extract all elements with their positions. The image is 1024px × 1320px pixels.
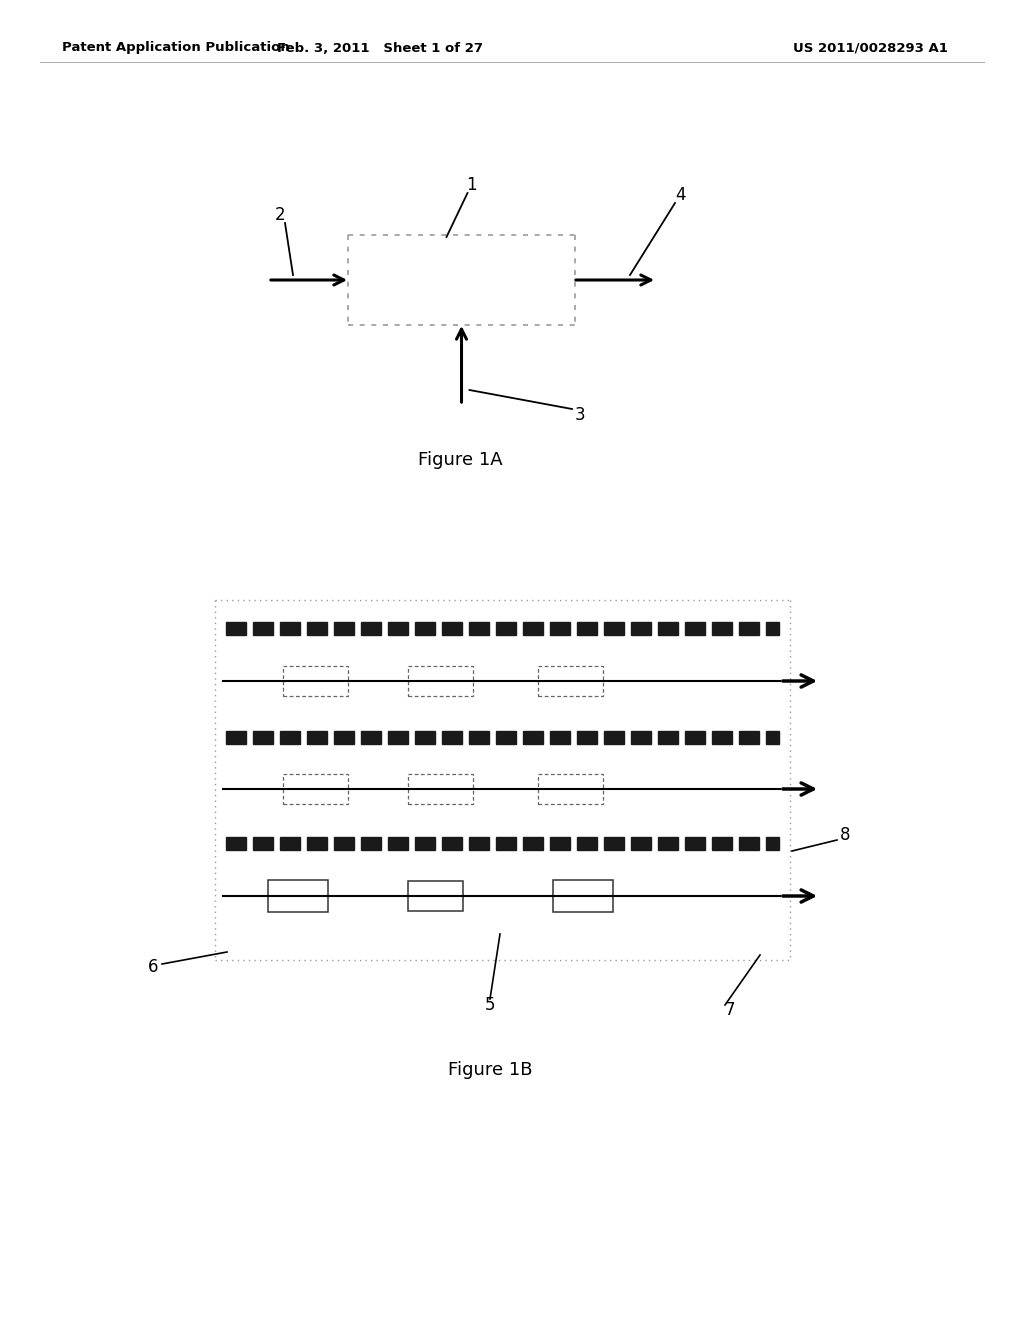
Bar [658,730,678,743]
Text: Figure 1B: Figure 1B [447,1061,532,1078]
Text: 7: 7 [725,1001,735,1019]
Text: 5: 5 [484,997,496,1014]
Bar [604,837,624,850]
Bar [631,837,651,850]
Bar [496,730,516,743]
Bar [496,837,516,850]
Bar [415,730,435,743]
Bar [334,837,354,850]
Bar [766,730,779,743]
Text: 8: 8 [840,826,851,843]
Bar [631,730,651,743]
Bar [469,730,489,743]
Bar [685,837,705,850]
Bar [307,622,327,635]
Bar [361,622,381,635]
Bar [415,837,435,850]
Bar [334,730,354,743]
Bar [550,622,570,635]
Bar [388,622,408,635]
Bar [685,622,705,635]
Text: 6: 6 [148,958,159,975]
Bar [469,837,489,850]
Text: Figure 1A: Figure 1A [418,451,503,469]
Bar [280,837,300,850]
Bar [604,730,624,743]
Bar [361,837,381,850]
Bar [307,730,327,743]
Bar [712,622,732,635]
Bar [631,622,651,635]
Bar [577,622,597,635]
Bar [361,730,381,743]
Bar [739,730,759,743]
Bar [577,837,597,850]
Text: 3: 3 [574,407,586,424]
Bar [712,730,732,743]
Bar [523,622,543,635]
Text: Feb. 3, 2011   Sheet 1 of 27: Feb. 3, 2011 Sheet 1 of 27 [278,41,483,54]
Bar [415,622,435,635]
Bar [577,730,597,743]
Bar [280,622,300,635]
Bar [280,730,300,743]
Bar [739,622,759,635]
Text: Patent Application Publication: Patent Application Publication [62,41,290,54]
Bar [496,622,516,635]
Bar [739,837,759,850]
Text: 1: 1 [466,176,477,194]
Bar [226,730,246,743]
Bar [253,622,273,635]
Bar [388,730,408,743]
Bar [226,837,246,850]
Text: US 2011/0028293 A1: US 2011/0028293 A1 [793,41,947,54]
Bar [604,622,624,635]
Bar [550,730,570,743]
Bar [658,622,678,635]
Text: 4: 4 [675,186,685,205]
Bar [712,837,732,850]
Bar [685,730,705,743]
Bar [658,837,678,850]
Bar [388,837,408,850]
Bar [253,837,273,850]
Bar [334,622,354,635]
Text: 2: 2 [274,206,286,224]
Bar [442,730,462,743]
Bar [523,730,543,743]
Bar [469,622,489,635]
Bar [226,622,246,635]
Bar [523,837,543,850]
Bar [442,622,462,635]
Bar [253,730,273,743]
Bar [766,622,779,635]
Bar [766,837,779,850]
Bar [307,837,327,850]
Bar [550,837,570,850]
Bar [442,837,462,850]
